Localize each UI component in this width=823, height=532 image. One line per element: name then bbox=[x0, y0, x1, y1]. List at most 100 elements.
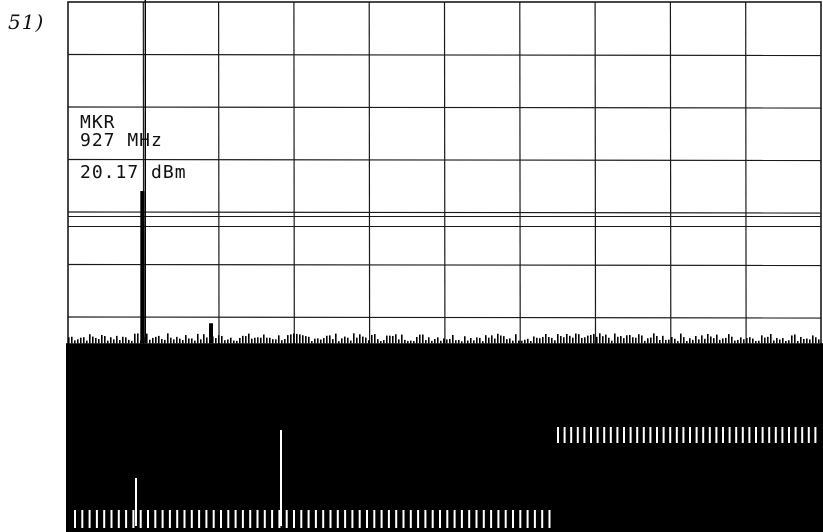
noise-spike bbox=[125, 337, 127, 344]
noise-spike bbox=[734, 340, 736, 344]
noise-spike bbox=[479, 337, 481, 344]
noise-gap-tick bbox=[439, 510, 441, 528]
noise-gap-tick bbox=[198, 510, 201, 528]
noise-gap-tick bbox=[161, 510, 164, 528]
noise-spike bbox=[656, 335, 658, 344]
noise-spike bbox=[731, 336, 733, 344]
noise-gap-tick bbox=[512, 510, 514, 528]
noise-spike bbox=[524, 339, 526, 344]
noise-gap-tick bbox=[278, 510, 281, 528]
noise-gap-tick bbox=[460, 510, 463, 528]
noise-spike bbox=[404, 339, 406, 344]
noise-spike bbox=[215, 338, 217, 344]
noise-spike bbox=[233, 340, 235, 344]
noise-spike bbox=[350, 340, 352, 344]
noise-spike bbox=[347, 337, 349, 344]
noise-gap-tick bbox=[541, 510, 544, 528]
noise-gap-tick bbox=[168, 510, 171, 528]
noise-gap-tick bbox=[88, 510, 91, 528]
noise-gap-tick bbox=[722, 427, 724, 443]
noise-gap-tick bbox=[249, 510, 252, 528]
noise-gap-tick bbox=[504, 510, 507, 528]
noise-spike bbox=[80, 337, 82, 344]
noise-spike bbox=[401, 334, 403, 344]
noise-spike bbox=[494, 338, 496, 344]
noise-spike bbox=[695, 335, 697, 344]
noise-spike bbox=[488, 337, 490, 344]
noise-gap-tick bbox=[519, 510, 522, 528]
noise-spike bbox=[503, 336, 505, 344]
noise-spike bbox=[611, 340, 613, 344]
noise-spike bbox=[497, 333, 499, 344]
noise-gap-tick bbox=[533, 510, 536, 528]
noise-spike bbox=[311, 341, 313, 344]
noise-spike bbox=[98, 338, 100, 344]
noise-spike bbox=[800, 336, 802, 344]
noise-spike bbox=[236, 340, 238, 344]
figure-number-label: 51) bbox=[8, 10, 45, 34]
noise-spike bbox=[137, 333, 139, 344]
noise-gap-tick bbox=[329, 510, 332, 528]
noise-spike bbox=[389, 335, 391, 344]
noise-spike bbox=[677, 341, 679, 344]
noise-spike bbox=[83, 337, 85, 344]
noise-spike bbox=[131, 340, 133, 344]
noise-spike bbox=[380, 341, 382, 344]
noise-spike bbox=[371, 334, 373, 344]
noise-spike bbox=[662, 335, 664, 344]
noise-gap-tick bbox=[482, 510, 485, 528]
noise-gap-tick bbox=[755, 427, 757, 443]
noise-spike bbox=[530, 341, 532, 344]
noise-gap-tick bbox=[285, 510, 288, 528]
noise-gap-tick bbox=[814, 427, 817, 443]
noise-gap-tick bbox=[387, 510, 390, 528]
noise-spike bbox=[341, 338, 343, 344]
noise-spike bbox=[464, 336, 466, 344]
noise-spike bbox=[632, 337, 634, 344]
noise-spike bbox=[707, 333, 709, 344]
noise-spike bbox=[593, 333, 595, 344]
noise-gap-tick bbox=[417, 510, 420, 528]
noise-gap-tick bbox=[234, 510, 237, 528]
noise-gap-tick bbox=[81, 510, 84, 528]
noise-gap-tick bbox=[768, 427, 771, 443]
noise-spike bbox=[146, 333, 148, 344]
noise-spike bbox=[206, 337, 208, 344]
noise-spike bbox=[803, 339, 805, 344]
noise-spike bbox=[626, 335, 628, 344]
noise-spike bbox=[344, 336, 346, 344]
noise-spike bbox=[287, 335, 289, 344]
noise-spike bbox=[617, 336, 619, 344]
noise-spike bbox=[383, 340, 385, 344]
noise-spike bbox=[500, 335, 502, 344]
noise-gap-tick bbox=[490, 510, 493, 528]
noise-gap-tick bbox=[424, 510, 427, 528]
noise-spike bbox=[173, 339, 175, 344]
noise-spike bbox=[473, 340, 475, 344]
noise-spike bbox=[260, 337, 262, 344]
noise-gap-tick bbox=[741, 427, 744, 443]
noise-gap-tick bbox=[788, 427, 790, 443]
noise-gap-tick bbox=[623, 427, 625, 443]
grid-line-horizontal bbox=[67, 158, 822, 162]
noise-spike bbox=[242, 335, 244, 344]
noise-gap-tick bbox=[307, 510, 310, 528]
noise-spike bbox=[422, 334, 424, 344]
noise-spike bbox=[605, 334, 607, 344]
noise-spike bbox=[641, 335, 643, 344]
noise-spike bbox=[545, 334, 547, 344]
noise-spike bbox=[527, 338, 529, 344]
noise-spike bbox=[467, 340, 469, 344]
noise-gap-tick bbox=[373, 510, 376, 528]
noise-spike bbox=[713, 338, 715, 344]
noise-gap-tick bbox=[642, 427, 645, 443]
noise-spike bbox=[329, 335, 331, 344]
noise-spike bbox=[185, 335, 187, 344]
noise-spike bbox=[272, 339, 274, 344]
noise-spike bbox=[761, 335, 763, 344]
noise-spike bbox=[356, 337, 358, 344]
noise-gap-tick bbox=[583, 427, 586, 443]
noise-gap-tick bbox=[135, 478, 137, 526]
noise-spike bbox=[437, 337, 439, 344]
noise-spike bbox=[671, 337, 673, 344]
